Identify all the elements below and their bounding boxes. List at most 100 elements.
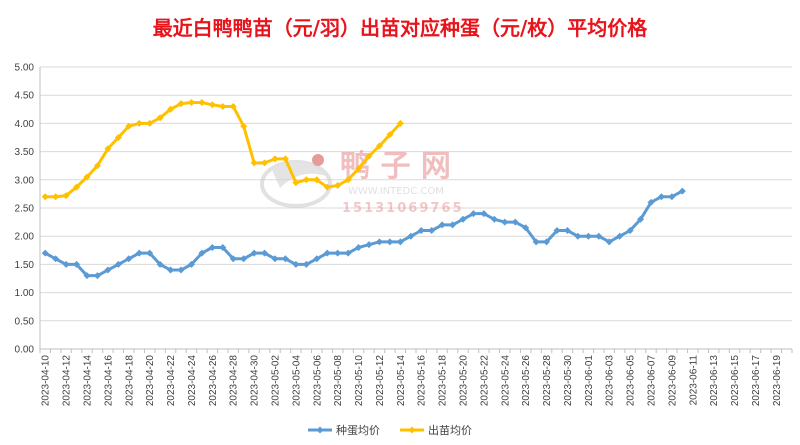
data-point — [313, 176, 321, 184]
legend-marker — [316, 426, 324, 434]
data-point — [271, 155, 279, 163]
data-point — [229, 102, 237, 110]
data-point — [657, 193, 665, 201]
data-point — [187, 99, 195, 107]
y-tick-label: 1.00 — [15, 288, 35, 299]
data-point — [595, 232, 603, 240]
watermark-brand: 鸭 子 网 — [340, 149, 451, 184]
legend-label: 出苗均价 — [428, 423, 472, 437]
y-tick-label: 3.50 — [15, 147, 35, 158]
x-tick-label: 2023-05-26 — [521, 355, 532, 407]
data-point — [584, 232, 592, 240]
data-point — [449, 221, 457, 229]
series-1 — [41, 187, 686, 280]
data-point — [480, 210, 488, 218]
data-point — [93, 162, 101, 170]
y-tick-label: 0.00 — [15, 345, 35, 356]
data-point — [616, 232, 624, 240]
x-tick-label: 2023-05-20 — [459, 355, 470, 407]
data-point — [438, 221, 446, 229]
axes: 0.00 0.50 1.00 1.50 2.00 2.50 3.00 3.50 4.00 4.50… — [15, 63, 793, 407]
data-point — [93, 272, 101, 280]
y-tick-label: 2.50 — [15, 204, 35, 215]
data-point — [83, 272, 91, 280]
x-tick-label: 2023-04-14 — [83, 355, 94, 407]
data-point — [344, 249, 352, 257]
data-point — [334, 181, 342, 189]
x-tick-label: 2023-05-02 — [271, 355, 282, 407]
data-point — [52, 193, 60, 201]
data-point — [563, 227, 571, 235]
data-point — [250, 249, 258, 257]
data-point — [626, 227, 634, 235]
data-point — [219, 243, 227, 251]
data-point — [355, 165, 363, 173]
data-point — [104, 266, 112, 274]
x-tick-label: 2023-05-24 — [500, 355, 511, 407]
data-point — [146, 249, 154, 257]
x-tick-label: 2023-06-13 — [709, 355, 720, 407]
data-point — [365, 241, 373, 249]
data-point — [177, 100, 185, 108]
data-point — [271, 255, 279, 263]
y-tick-label: 2.00 — [15, 232, 35, 243]
legend-marker — [408, 426, 416, 434]
data-point — [323, 249, 331, 257]
data-point — [375, 142, 383, 150]
data-point — [73, 260, 81, 268]
data-point — [167, 105, 175, 113]
data-point — [156, 260, 164, 268]
data-point — [302, 260, 310, 268]
data-point — [637, 215, 645, 223]
x-tick-label: 2023-05-22 — [479, 355, 490, 407]
data-point — [135, 119, 143, 127]
data-point — [62, 260, 70, 268]
x-tick-label: 2023-04-28 — [229, 355, 240, 407]
data-point — [281, 255, 289, 263]
x-tick-label: 2023-04-20 — [145, 355, 156, 407]
data-point — [198, 249, 206, 257]
x-tick-label: 2023-05-06 — [312, 355, 323, 407]
data-point — [83, 173, 91, 181]
x-tick-label: 2023-06-05 — [626, 355, 637, 407]
grid-lines — [40, 66, 792, 322]
watermark-phone: 15131069765 — [342, 201, 464, 216]
x-tick-label: 2023-05-04 — [291, 355, 302, 407]
data-point — [490, 215, 498, 223]
y-tick-label: 4.00 — [15, 119, 35, 130]
y-tick-label: 0.50 — [15, 316, 35, 327]
data-point — [553, 227, 561, 235]
x-tick-label: 2023-05-10 — [354, 355, 365, 407]
data-point — [469, 210, 477, 218]
data-point — [396, 119, 404, 127]
data-point — [167, 266, 175, 274]
data-point — [261, 159, 269, 167]
data-point — [114, 260, 122, 268]
data-point — [511, 218, 519, 226]
x-tick-label: 2023-06-07 — [647, 355, 658, 407]
data-point — [668, 193, 676, 201]
y-tick-label: 3.00 — [15, 175, 35, 186]
x-tick-label: 2023-04-16 — [103, 355, 114, 407]
data-point — [292, 179, 300, 187]
data-point — [240, 122, 248, 130]
data-point — [344, 176, 352, 184]
data-point — [229, 255, 237, 263]
data-point — [41, 249, 49, 257]
chart-title: 最近白鸭鸭苗（元/羽）出苗对应种蛋（元/枚）平均价格 — [152, 16, 648, 40]
data-point — [292, 260, 300, 268]
x-tick-label: 2023-04-24 — [187, 355, 198, 407]
data-point — [543, 238, 551, 246]
data-point — [125, 255, 133, 263]
data-point — [114, 134, 122, 141]
x-tick-label: 2023-04-10 — [41, 355, 52, 407]
data-point — [386, 238, 394, 246]
x-tick-label: 2023-05-16 — [417, 355, 428, 407]
data-point — [146, 119, 154, 127]
y-tick-label: 4.50 — [15, 91, 35, 102]
data-point — [355, 243, 363, 251]
data-point — [323, 183, 331, 191]
data-point — [62, 192, 70, 200]
x-tick-label: 2023-05-30 — [563, 355, 574, 407]
